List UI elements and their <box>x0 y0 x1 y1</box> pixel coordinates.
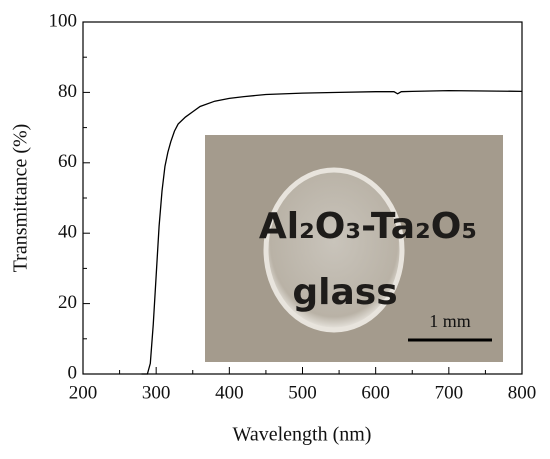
glass-disc <box>263 167 405 333</box>
x-tick-label: 200 <box>69 382 98 403</box>
photo-text: glass <box>292 272 397 313</box>
x-tick-label: 800 <box>508 382 537 403</box>
x-tick-label: 300 <box>142 382 171 403</box>
x-tick-label: 400 <box>215 382 244 403</box>
y-axis-label: Transmittance (%) <box>10 124 32 273</box>
y-tick-label: 0 <box>68 362 78 383</box>
y-tick-label: 20 <box>58 292 77 313</box>
y-tick-label: 80 <box>58 81 77 102</box>
y-tick-label: 60 <box>58 151 77 172</box>
y-tick-label: 40 <box>58 222 77 243</box>
x-tick-label: 500 <box>288 382 317 403</box>
x-tick-label: 600 <box>361 382 390 403</box>
x-axis-label: Wavelength (nm) <box>233 424 372 446</box>
data-line <box>141 89 523 375</box>
y-tick-label: 100 <box>49 10 78 31</box>
scale-bar-label: 1 mm <box>429 311 471 331</box>
photo-text: Al₂O₃-Ta₂O₅ <box>259 206 477 247</box>
x-tick-label: 700 <box>435 382 464 403</box>
inset-photo: Al₂O₃-Ta₂O₅ glass 1 mm <box>205 135 503 362</box>
